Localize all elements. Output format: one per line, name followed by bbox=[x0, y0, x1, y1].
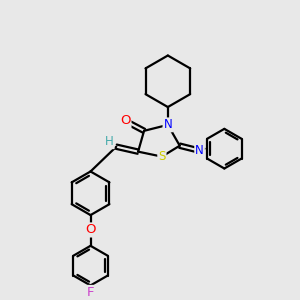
Text: N: N bbox=[195, 144, 204, 157]
Text: O: O bbox=[85, 224, 96, 236]
Text: H: H bbox=[105, 135, 114, 148]
Text: O: O bbox=[120, 114, 130, 128]
Text: N: N bbox=[164, 118, 172, 131]
Text: S: S bbox=[158, 150, 166, 163]
Text: F: F bbox=[87, 286, 94, 299]
